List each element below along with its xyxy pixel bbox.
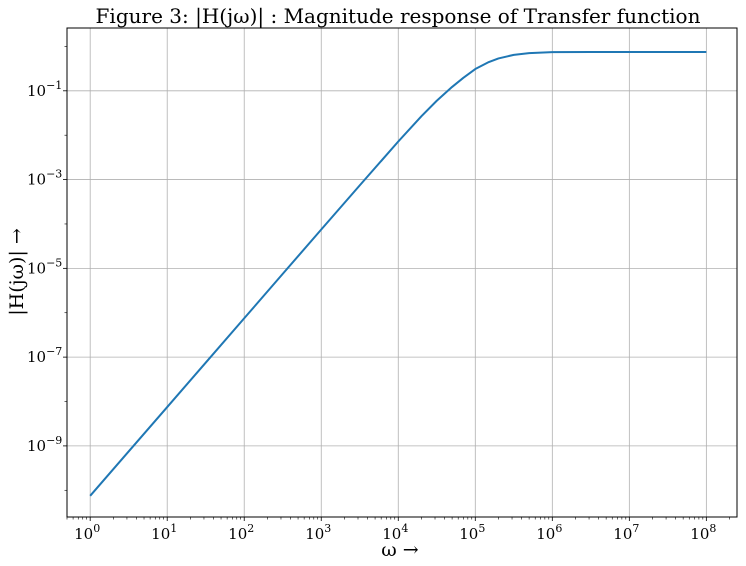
y-tick-label-exponent: −5: [46, 256, 62, 269]
y-tick-label-base: 10: [27, 259, 46, 277]
x-tick-label: 102: [228, 522, 254, 543]
x-tick-label-exponent: 4: [401, 522, 408, 535]
tick-marks: [63, 46, 730, 521]
x-tick-label-base: 10: [74, 525, 93, 543]
x-tick-label-base: 10: [690, 525, 709, 543]
y-tick-label-base: 10: [27, 348, 46, 366]
y-tick-label: 10−3: [27, 168, 62, 189]
chart-title: Figure 3: |H(jω)| : Magnitude response o…: [96, 4, 701, 29]
y-tick-label-base: 10: [27, 171, 46, 189]
y-tick-label-exponent: −1: [46, 79, 62, 92]
x-axis-label: ω →: [381, 539, 419, 561]
y-tick-label-exponent: −3: [46, 168, 62, 181]
series-line: [89, 50, 707, 497]
x-tick-label-base: 10: [305, 525, 324, 543]
x-tick-label: 106: [536, 522, 562, 543]
y-axis-label: |H(jω)| →: [6, 228, 28, 316]
x-tick-label: 105: [459, 522, 485, 543]
x-tick-label-exponent: 2: [247, 522, 254, 535]
x-tick-label-exponent: 5: [478, 522, 485, 535]
x-tick-label: 107: [613, 522, 639, 543]
x-tick-label-base: 10: [536, 525, 555, 543]
x-tick-label-base: 10: [613, 525, 632, 543]
x-tick-label-base: 10: [459, 525, 478, 543]
y-tick-label: 10−1: [27, 79, 62, 100]
y-tick-label-base: 10: [27, 437, 46, 455]
x-tick-label-exponent: 0: [93, 522, 100, 535]
x-tick-label-base: 10: [382, 525, 401, 543]
x-tick-label-base: 10: [228, 525, 247, 543]
x-tick-labels: 100 101 102 103 104 105 106 107 108: [74, 522, 716, 543]
y-tick-labels: 10−910−710−510−310−1: [27, 79, 62, 455]
y-tick-label-base: 10: [27, 82, 46, 100]
y-tick-label: 10−9: [27, 434, 62, 455]
x-tick-label-exponent: 3: [324, 522, 331, 535]
x-tick-label-base: 10: [151, 525, 170, 543]
grid-lines: [67, 28, 737, 517]
x-tick-label-exponent: 1: [170, 522, 177, 535]
x-tick-label: 108: [690, 522, 716, 543]
x-tick-label: 103: [305, 522, 331, 543]
x-tick-label-exponent: 6: [555, 522, 562, 535]
y-tick-label-exponent: −7: [46, 345, 62, 358]
series-layer: [89, 50, 707, 497]
x-tick-label: 104: [382, 522, 408, 543]
y-tick-label-exponent: −9: [46, 434, 62, 447]
x-tick-label: 100: [74, 522, 100, 543]
x-tick-label-exponent: 8: [709, 522, 716, 535]
x-tick-label: 101: [151, 522, 177, 543]
y-tick-label: 10−5: [27, 256, 62, 277]
y-tick-label: 10−7: [27, 345, 62, 366]
x-tick-label-exponent: 7: [632, 522, 639, 535]
plot-area-frame: [66, 27, 738, 518]
